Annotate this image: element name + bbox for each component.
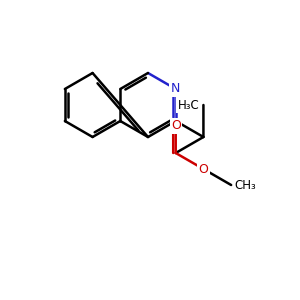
Text: H₃C: H₃C <box>178 98 200 112</box>
Text: O: O <box>199 163 208 176</box>
Text: CH₃: CH₃ <box>234 178 256 191</box>
Text: O: O <box>171 119 181 132</box>
Text: N: N <box>171 82 180 95</box>
